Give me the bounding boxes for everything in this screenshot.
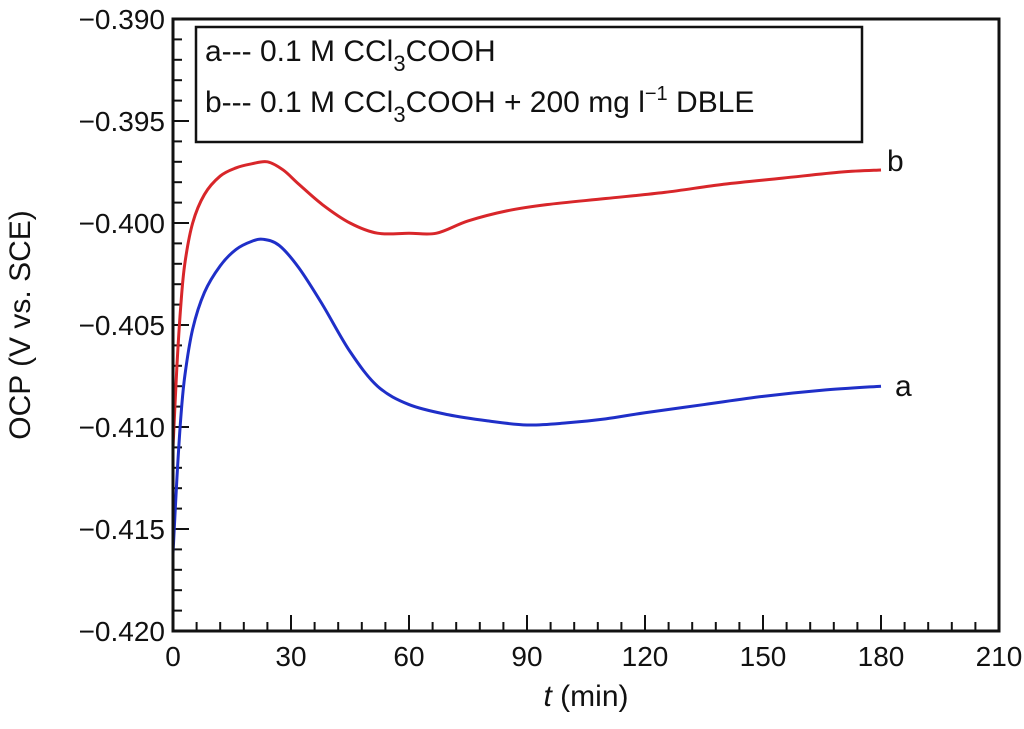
legend-box	[194, 25, 864, 144]
y-tick-label: −0.410	[79, 412, 165, 443]
x-tick-label: 210	[976, 641, 1023, 672]
legend: a--- 0.1 M CCl3COOH b--- 0.1 M CCl3COOH …	[194, 25, 864, 144]
legend-entry-a: a--- 0.1 M CCl3COOH	[205, 35, 496, 76]
curve-label-b: b	[887, 145, 904, 178]
legend-entry-b: b--- 0.1 M CCl3COOH + 200 mg l−1 DBLE	[205, 83, 754, 127]
y-tick-label: −0.390	[79, 4, 165, 35]
y-tick-label: −0.400	[79, 208, 165, 239]
y-tick-label: −0.420	[79, 616, 165, 647]
x-tick-label: 90	[511, 641, 542, 672]
curve-label-a: a	[895, 370, 912, 403]
x-tick-label: 30	[275, 641, 306, 672]
series-line-a	[171, 237, 882, 554]
y-tick-label: −0.405	[79, 310, 165, 341]
x-tick-label: 150	[740, 641, 787, 672]
x-tick-label: 180	[858, 641, 905, 672]
y-tick-label: −0.415	[79, 514, 165, 545]
x-tick-label: 0	[165, 641, 181, 672]
plot-frame	[171, 17, 1001, 633]
y-axis-label: OCP (V vs. SCE)	[4, 210, 37, 439]
x-tick-label: 120	[622, 641, 669, 672]
y-tick-label: −0.395	[79, 106, 165, 137]
x-axis-label: t (min)	[544, 680, 629, 713]
x-tick-label: 60	[393, 641, 424, 672]
series-line-b	[171, 160, 882, 448]
